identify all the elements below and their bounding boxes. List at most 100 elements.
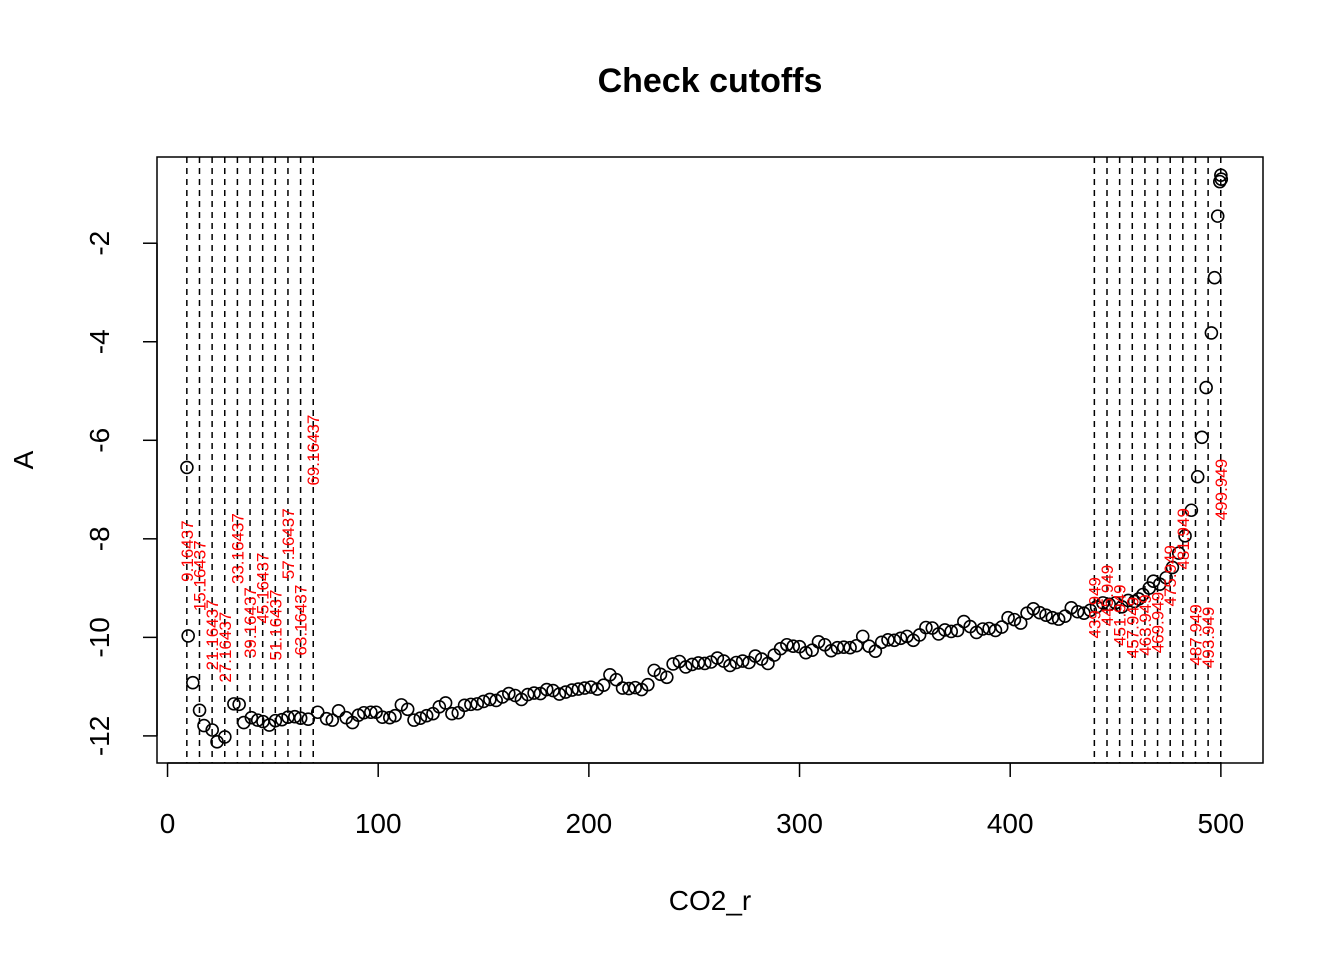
data-point-162 [1195, 430, 1209, 445]
cutoff-label-low-8: 57.16437 [279, 508, 298, 579]
data-point-12 [250, 713, 265, 727]
data-point-138 [1051, 612, 1066, 626]
y-tick-label-1: -4 [84, 329, 115, 354]
data-point-9 [232, 697, 246, 712]
y-axis: -2 -4 -6 -8 -10 -12 [84, 231, 158, 756]
data-point-79 [678, 660, 693, 674]
cutoff-lines [186, 157, 1222, 763]
cutoff-label-low-9: 63.16437 [292, 585, 311, 656]
data-point-166 [1210, 209, 1225, 223]
data-point-36 [407, 713, 421, 727]
cutoff-label-low-1: 15.16437 [190, 540, 209, 611]
data-point-125 [969, 625, 984, 640]
data-point-112 [887, 633, 902, 648]
data-point-42 [445, 706, 459, 721]
data-point-31 [375, 710, 390, 724]
data-point-126 [976, 622, 990, 636]
data-point-4 [197, 718, 211, 733]
data-point-163 [1199, 380, 1213, 395]
data-point-5 [205, 723, 219, 737]
data-point-102 [824, 643, 838, 658]
data-point-8 [227, 697, 241, 711]
data-point-82 [697, 656, 712, 671]
data-point-46 [470, 697, 485, 711]
data-point-142 [1077, 606, 1091, 621]
data-point-55 [527, 686, 541, 700]
cutoff-label-high-7: 481.949 [1174, 508, 1193, 569]
data-point-66 [596, 678, 611, 692]
cutoff-label-high-8: 487.949 [1186, 604, 1205, 665]
data-point-44 [457, 698, 472, 713]
data-point-104 [836, 640, 851, 655]
data-point-61 [565, 683, 579, 697]
data-point-18 [287, 709, 302, 724]
data-point-136 [1039, 608, 1053, 622]
data-point-75 [653, 667, 668, 682]
y-tick-label-3: -8 [84, 526, 115, 551]
cutoff-label-high-3: 457.949 [1123, 597, 1142, 658]
data-point-22 [319, 711, 334, 726]
data-point-1 [181, 629, 195, 643]
cutoff-label-high-2: 451.949 [1111, 584, 1130, 645]
cutoff-label-low-10: 69.16437 [304, 415, 323, 486]
data-point-164 [1204, 326, 1219, 340]
data-point-130 [1001, 610, 1015, 625]
data-point-109 [868, 644, 883, 658]
data-point-135 [1032, 605, 1047, 620]
data-point-169 [1214, 172, 1229, 186]
data-point-117 [919, 620, 933, 635]
data-point-11 [244, 710, 259, 725]
data-point-73 [641, 677, 655, 692]
data-point-161 [1190, 469, 1205, 484]
x-tick-label-0: 0 [160, 808, 176, 839]
cutoff-label-high-1: 445.949 [1098, 565, 1117, 626]
data-point-45 [464, 697, 478, 712]
data-point-76 [660, 670, 674, 685]
data-point-59 [552, 687, 567, 701]
cutoff-label-low-4: 33.16437 [228, 513, 247, 584]
data-point-96 [786, 639, 801, 654]
cutoff-label-low-0: 9.16437 [178, 520, 197, 581]
cutoff-label-high-6: 475.949 [1161, 545, 1180, 606]
data-point-21 [310, 705, 325, 720]
data-point-165 [1207, 270, 1222, 285]
data-point-151 [1131, 592, 1146, 606]
data-point-57 [539, 682, 554, 697]
data-point-110 [874, 635, 889, 650]
data-point-48 [483, 692, 497, 707]
data-point-159 [1178, 529, 1192, 543]
y-axis-label: A [8, 450, 39, 469]
x-tick-label-2: 200 [566, 808, 613, 839]
data-point-49 [489, 693, 503, 708]
x-axis: 0 100 200 300 400 500 [160, 762, 1244, 839]
cutoff-label-high-0: 439.949 [1085, 577, 1104, 638]
x-tick-label-1: 100 [355, 808, 402, 839]
data-point-98 [799, 645, 813, 660]
chart-title: Check cutoffs [598, 62, 823, 100]
data-point-128 [988, 623, 1003, 638]
data-point-168 [1214, 168, 1228, 183]
data-point-100 [811, 634, 826, 649]
data-point-23 [325, 713, 340, 727]
cutoff-label-low-7: 51.16437 [266, 590, 285, 661]
data-point-29 [364, 705, 378, 720]
y-tick-label-0: -2 [84, 231, 115, 256]
cutoff-label-low-3: 27.16437 [216, 612, 235, 683]
cutoff-label-high-10: 499.949 [1212, 459, 1231, 520]
cutoff-label-high-9: 493.949 [1199, 607, 1218, 668]
data-point-122 [950, 623, 965, 638]
data-point-38 [419, 708, 434, 723]
data-point-51 [502, 686, 516, 701]
data-point-71 [628, 680, 643, 695]
cutoff-label-low-2: 21.16437 [203, 599, 222, 670]
data-point-88 [735, 654, 750, 668]
data-points [180, 168, 1229, 749]
data-point-58 [546, 683, 560, 698]
data-point-146 [1102, 597, 1117, 612]
data-point-132 [1013, 616, 1028, 630]
data-point-7 [218, 730, 232, 744]
y-tick-label-2: -6 [84, 428, 115, 453]
data-point-10 [236, 715, 251, 730]
